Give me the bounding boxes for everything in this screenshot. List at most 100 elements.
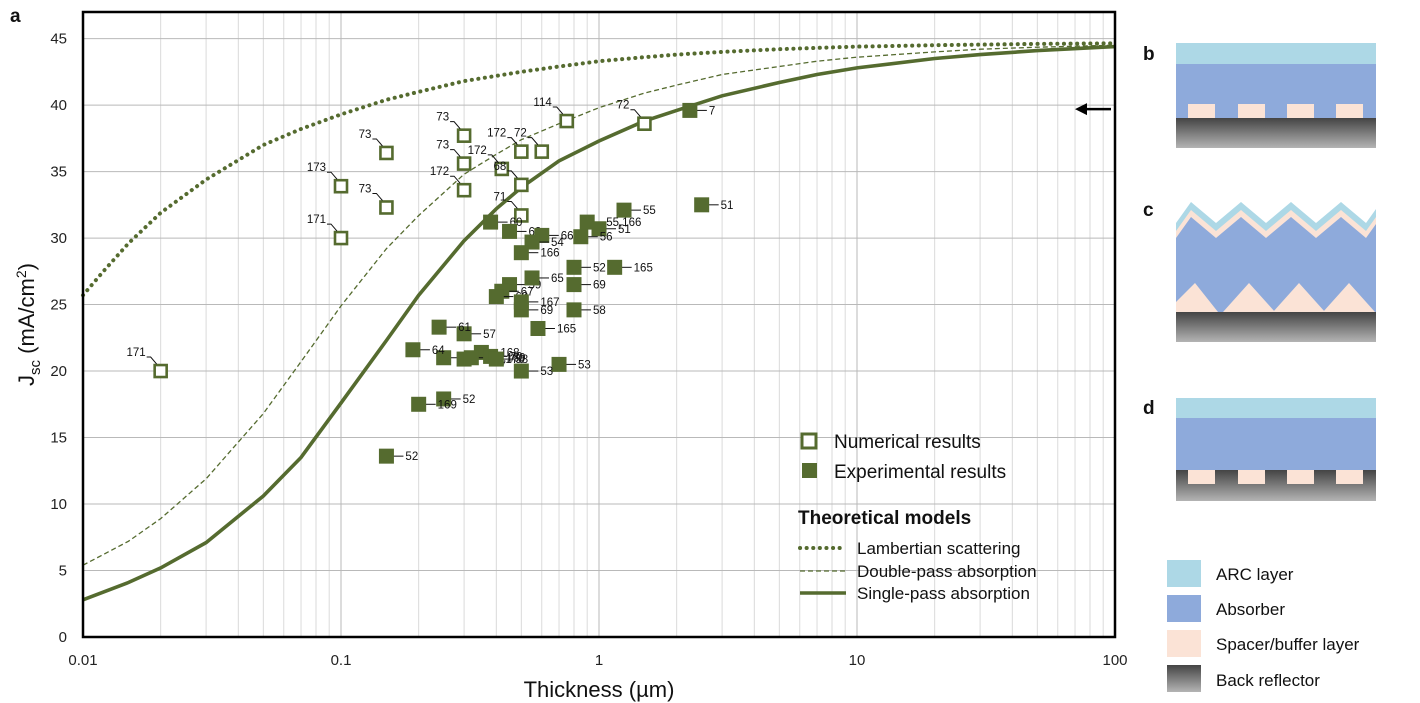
numerical-leader (507, 137, 518, 145)
legend-experimental-label: Experimental results (834, 462, 1006, 483)
layer-legend: ARC layer Absorber Spacer/buffer layer B… (1167, 560, 1360, 692)
numerical-leader (630, 109, 641, 118)
arrow-head (1075, 103, 1087, 116)
experimental-ref-label: 52 (593, 262, 606, 274)
numerical-ref-label: 171 (126, 347, 145, 359)
numerical-leader (450, 175, 461, 184)
numerical-ref-label: 172 (487, 128, 506, 140)
experimental-ref-label: 70 (510, 351, 523, 363)
structure-c-absorber (1176, 217, 1376, 312)
double-pass-curve (82, 44, 1116, 566)
structure-b-spacer (1336, 104, 1363, 118)
experimental-point: 165 (607, 259, 653, 275)
experimental-marker (463, 350, 479, 366)
experimental-ref-label: 165 (557, 323, 576, 335)
experimental-point: 51 (591, 221, 631, 237)
numerical-point: 72 (617, 100, 652, 132)
plot-frame (81, 10, 1117, 639)
experimental-ref-label: 7 (709, 105, 715, 117)
experimental-point: 167 (513, 294, 560, 310)
numerical-point: 172 (487, 128, 529, 159)
experimental-marker (530, 320, 546, 336)
numerical-point: 172 (430, 166, 472, 198)
y-axis-title-close: ) (14, 263, 39, 270)
numerical-marker (514, 144, 529, 159)
experimental-marker (694, 197, 710, 213)
numerical-leader (327, 223, 338, 232)
numerical-ref-label: 73 (436, 112, 449, 124)
experimental-ref-label: 64 (432, 345, 445, 357)
layer-legend-absorber-label: Absorber (1216, 600, 1285, 619)
numerical-point: 73 (359, 183, 394, 215)
structure-d-spacer (1238, 470, 1265, 484)
numerical-leader (327, 171, 338, 180)
panel-d-letter: d (1143, 398, 1155, 419)
experimental-marker (682, 102, 698, 118)
numerical-point: 171 (126, 347, 168, 379)
y-tick-label: 25 (50, 297, 67, 314)
experimental-marker (513, 245, 529, 261)
experimental-point: 65 (524, 270, 564, 286)
numerical-marker (559, 113, 575, 129)
experimental-marker (456, 326, 472, 342)
experimental-point: 51 (694, 197, 734, 213)
numerical-leader (372, 138, 383, 147)
experimental-ref-label: 53 (578, 359, 591, 371)
experimental-ref-label: 66 (561, 230, 574, 242)
experimental-ref-label: 53 (540, 366, 553, 378)
experimental-point: 52 (378, 448, 418, 464)
experimental-marker (378, 448, 394, 464)
experimental-ref-label: 54 (551, 237, 564, 249)
numerical-leader (450, 149, 461, 157)
layer-legend-arc-label: ARC layer (1216, 565, 1294, 584)
legend-numerical-label: Numerical results (834, 432, 981, 453)
experimental-point: 61 (431, 319, 471, 335)
y-tick-label: 20 (50, 363, 67, 380)
numerical-point: 73 (436, 140, 472, 171)
y-tick-label: 15 (50, 430, 67, 447)
legend-experimental-swatch (802, 463, 817, 478)
numerical-ref-label: 171 (307, 214, 326, 226)
numerical-ref-label: 172 (468, 145, 487, 157)
structure-d-spacer (1336, 470, 1363, 484)
experimental-point: 57 (456, 326, 496, 342)
numerical-marker (333, 230, 349, 246)
numerical-ref-label: 68 (494, 161, 507, 173)
numerical-marker (534, 144, 550, 159)
numerical-point: 114 (533, 97, 575, 129)
numerical-marker (379, 200, 394, 215)
numerical-leader (372, 192, 383, 201)
structure-c-spacer-bottom (1273, 283, 1325, 312)
layer-legend-reflector-swatch (1167, 665, 1201, 692)
experimental-marker (513, 294, 529, 310)
experimental-point: 55 (616, 202, 656, 218)
experimental-ref-label: 165 (634, 262, 653, 274)
experimental-point: 58 (488, 351, 528, 367)
experimental-point: 52 (436, 391, 475, 407)
numerical-ref-label: 71 (494, 191, 507, 203)
numerical-marker (333, 178, 349, 194)
experimental-point: 56 (573, 229, 613, 245)
numerical-leader (507, 170, 518, 179)
experimental-ref-label: 56 (600, 232, 613, 244)
y-tick-label: 5 (59, 563, 67, 580)
experimental-ref-label: 58 (515, 354, 528, 366)
experimental-ref-label: 51 (618, 224, 631, 236)
numerical-marker (153, 363, 168, 379)
structure-b-spacer (1287, 104, 1314, 118)
experimental-ref-label: 51 (721, 200, 734, 212)
experimental-marker (591, 221, 607, 237)
x-tick-label: 1 (595, 652, 603, 669)
layer-legend-spacer-label: Spacer/buffer layer (1216, 635, 1360, 654)
numerical-point: 172 (468, 145, 510, 177)
numerical-point: 71 (494, 191, 529, 223)
structure-c-back-reflector (1176, 312, 1376, 342)
numerical-point: 73 (436, 112, 472, 143)
experimental-marker (566, 277, 582, 293)
structure-c-diagram (1176, 202, 1376, 342)
x-tick-label: 0.01 (68, 652, 97, 669)
structure-d-diagram (1176, 398, 1376, 501)
experimental-marker (607, 259, 623, 275)
experimental-marker (551, 356, 567, 372)
plot-grid (82, 12, 1115, 638)
